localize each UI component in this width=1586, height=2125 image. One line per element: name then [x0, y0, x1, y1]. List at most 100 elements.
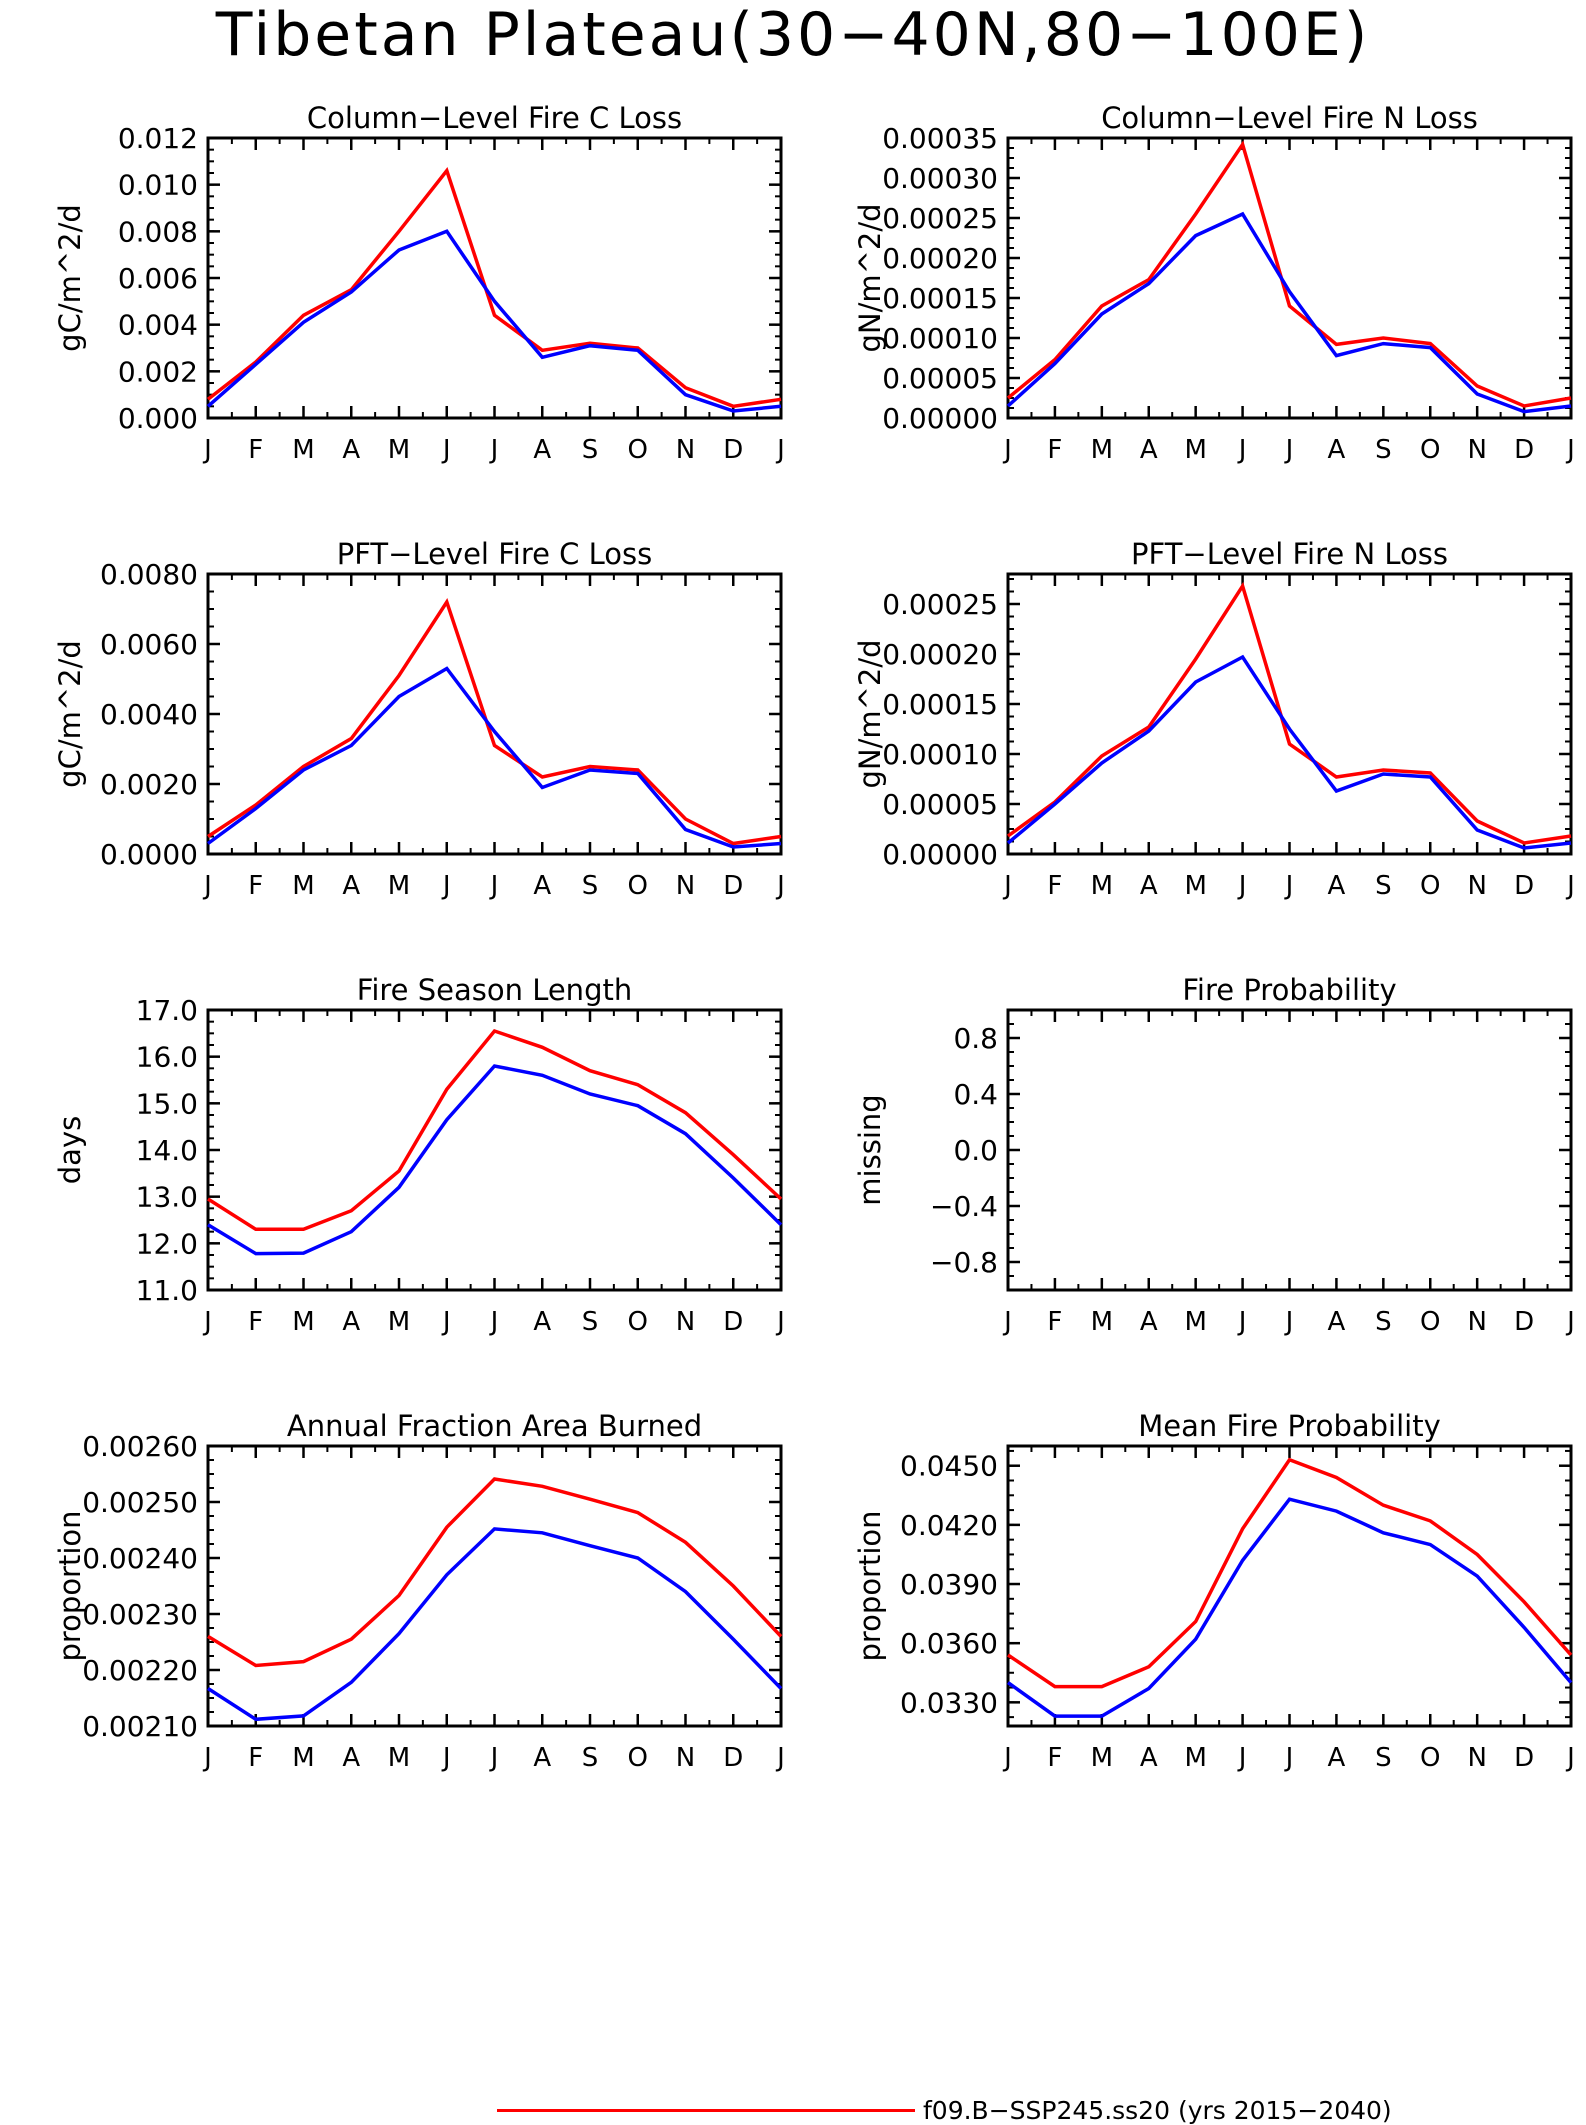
x-tick-label: J — [1284, 1307, 1294, 1337]
y-tick-label: 14.0 — [136, 1134, 198, 1167]
y-tick-label: 0.00005 — [882, 362, 998, 395]
x-tick-label: S — [1375, 435, 1392, 465]
plot-frame — [1006, 572, 1573, 856]
y-tick-label: 0.00230 — [82, 1598, 198, 1631]
series-line-blue — [1006, 211, 1572, 414]
y-tick-label: 0.004 — [118, 309, 198, 342]
x-tick-label: J — [775, 1743, 785, 1773]
x-tick-label: N — [1467, 871, 1486, 901]
y-tick-label: 0.00250 — [82, 1486, 198, 1519]
chart-title: Fire Season Length — [357, 973, 632, 1007]
series-line-red — [207, 1477, 783, 1668]
y-tick-label: −0.4 — [930, 1190, 998, 1223]
x-tick-label: F — [248, 871, 263, 901]
y-axis-label: proportion — [53, 1510, 87, 1661]
x-tick-label: A — [533, 1743, 551, 1773]
y-tick-label: 0.00220 — [82, 1654, 198, 1687]
y-axis-label: proportion — [853, 1510, 887, 1661]
y-axis-label: gN/m^2/d — [853, 203, 887, 352]
y-tick-label: 0.00035 — [882, 122, 998, 155]
x-tick-label: D — [1514, 871, 1534, 901]
x-tick-label: A — [1328, 871, 1346, 901]
plot-frame — [206, 136, 783, 420]
x-tick-label: M — [388, 1743, 410, 1773]
y-axis-label: gC/m^2/d — [53, 640, 87, 788]
x-tick-label: J — [441, 435, 451, 465]
x-tick-label: J — [1565, 435, 1575, 465]
y-tick-label: 0.0060 — [100, 628, 198, 661]
x-tick-label: O — [628, 871, 648, 901]
x-tick-label: A — [533, 435, 551, 465]
series-line-blue — [1006, 1497, 1573, 1718]
y-tick-label: 0.00210 — [82, 1710, 198, 1743]
series-line-blue — [207, 1064, 783, 1256]
series-line-red — [207, 1028, 783, 1232]
x-tick-label: M — [292, 435, 314, 465]
x-tick-label: A — [1140, 871, 1158, 901]
chart-panel-1: J F M A M J J A S O N D J0.0000.0020.0040.0060.0080.… — [53, 101, 785, 465]
x-tick-label: A — [342, 1307, 360, 1337]
y-axis-label: days — [53, 1116, 87, 1184]
y-tick-label: 0.0080 — [100, 558, 198, 591]
series-line-red — [206, 167, 782, 409]
series-line-red — [1006, 581, 1572, 845]
x-tick-label: M — [1091, 871, 1113, 901]
y-tick-label: 17.0 — [136, 994, 198, 1027]
x-tick-label: J — [775, 1307, 785, 1337]
chart-title: Column−Level Fire C Loss — [307, 101, 682, 135]
x-tick-label: N — [1467, 1743, 1486, 1773]
chart-title: Mean Fire Probability — [1138, 1409, 1441, 1443]
x-tick-label: N — [676, 435, 695, 465]
x-tick-label: S — [1375, 871, 1392, 901]
x-tick-label: J — [202, 1743, 212, 1773]
y-tick-label: 12.0 — [136, 1227, 198, 1260]
plot-frame — [206, 1008, 783, 1292]
x-tick-label: O — [1420, 871, 1440, 901]
x-tick-label: F — [248, 1307, 263, 1337]
x-tick-label: A — [342, 871, 360, 901]
x-tick-label: A — [1140, 435, 1158, 465]
x-tick-label: A — [1328, 1743, 1346, 1773]
x-tick-label: A — [1328, 435, 1346, 465]
chart-panel-2: J F M A M J J A S O N D J0.000000.000050.000100.0001… — [853, 101, 1575, 465]
x-tick-label: S — [582, 1307, 599, 1337]
y-tick-label: 11.0 — [136, 1274, 198, 1307]
figure-title: Tibetan Plateau(30−40N,80−100E) — [215, 0, 1371, 70]
series-line-blue — [1006, 654, 1572, 850]
legend: f09.B−SSP245.ss20 (yrs 2015−2040) — [497, 2096, 1586, 2125]
y-tick-label: 0.0000 — [100, 838, 198, 871]
x-tick-label: J — [489, 1307, 499, 1337]
x-tick-label: F — [248, 435, 263, 465]
x-tick-label: D — [723, 1743, 743, 1773]
x-tick-label: A — [1328, 1307, 1346, 1337]
x-tick-label: N — [676, 871, 695, 901]
x-tick-label: N — [676, 1743, 695, 1773]
x-tick-label: A — [533, 871, 551, 901]
x-tick-label: J — [775, 435, 785, 465]
x-tick-label: M — [388, 1307, 410, 1337]
x-tick-label: J — [1284, 1743, 1294, 1773]
y-tick-label: 0.00020 — [882, 638, 998, 671]
y-axis-label: missing — [853, 1094, 887, 1205]
y-tick-label: 0.006 — [118, 262, 198, 295]
plot-frame — [206, 1444, 783, 1728]
x-tick-label: J — [775, 871, 785, 901]
x-tick-label: N — [1467, 435, 1486, 465]
chart-title: Column−Level Fire N Loss — [1101, 101, 1478, 135]
chart-title: PFT−Level Fire C Loss — [337, 537, 653, 571]
x-tick-label: A — [1140, 1307, 1158, 1337]
y-tick-label: 0.008 — [118, 215, 198, 248]
legend-line-red — [497, 2109, 915, 2112]
series-line-blue — [207, 1527, 783, 1722]
x-tick-label: J — [1002, 871, 1012, 901]
plot-frame — [206, 572, 783, 856]
series-line-red — [1007, 1457, 1573, 1689]
x-tick-label: J — [441, 1307, 451, 1337]
x-tick-label: N — [676, 1307, 695, 1337]
x-tick-label: O — [1420, 1307, 1440, 1337]
chart-panel-4: J F M A M J J A S O N D J0.000000.000050.000100.0001… — [853, 537, 1575, 901]
y-tick-label: 0.00025 — [882, 588, 998, 621]
y-tick-label: 0.0450 — [900, 1450, 998, 1483]
x-tick-label: S — [582, 435, 599, 465]
